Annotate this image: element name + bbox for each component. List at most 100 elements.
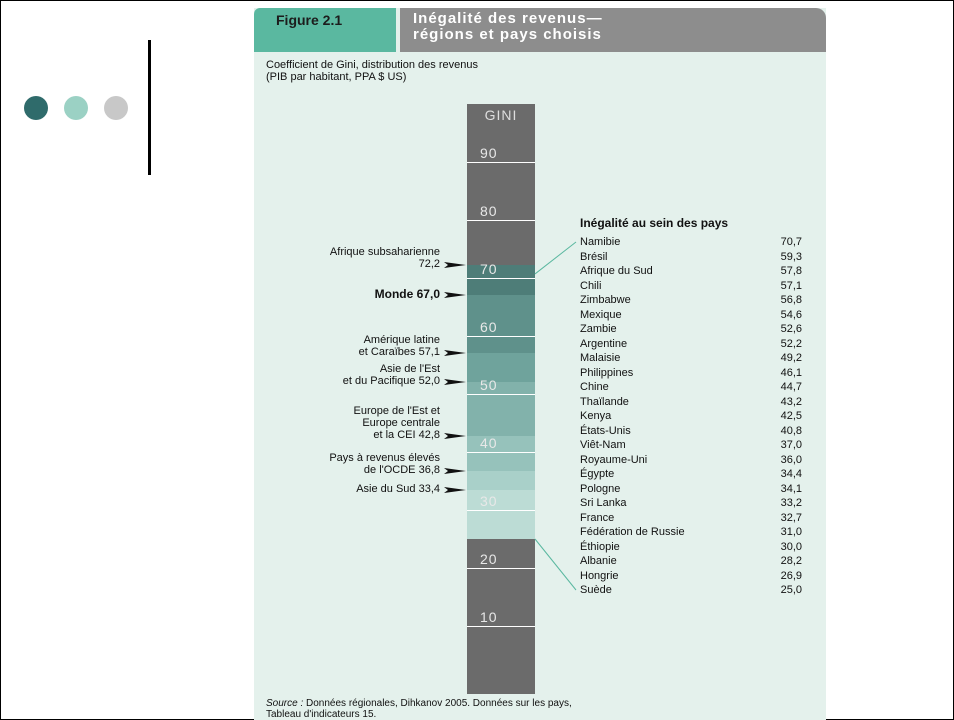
figure-header: Figure 2.1 Inégalité des revenus— région… xyxy=(254,8,826,52)
region-label: Asie du Sud 33,4 xyxy=(356,483,440,495)
country-value: 30,0 xyxy=(780,540,802,553)
country-value: 25,0 xyxy=(780,584,802,596)
region-arrow-icon xyxy=(444,262,466,269)
tick-label: 40 xyxy=(480,435,498,451)
gini-axis-label: GINI xyxy=(484,107,518,123)
subtitle-line1: Coefficient de Gini, distribution des re… xyxy=(266,59,478,71)
source-line2: Tableau d'indicateurs 15. xyxy=(266,709,377,720)
region-label-line: Europe centrale xyxy=(362,416,440,429)
country-name: Kenya xyxy=(580,410,612,422)
country-value: 34,1 xyxy=(780,482,802,495)
country-value: 34,4 xyxy=(780,468,802,480)
region-label-line: et Caraïbes 57,1 xyxy=(358,345,440,358)
country-name: Royaume-Uni xyxy=(580,453,648,466)
tick-label: 90 xyxy=(480,145,498,161)
country-name: Brésil xyxy=(580,250,608,263)
tick-line xyxy=(467,394,535,395)
country-value: 57,8 xyxy=(780,265,802,277)
country-value: 46,1 xyxy=(780,366,802,379)
figure-title-line1: Inégalité des revenus— xyxy=(413,10,603,27)
country-value: 33,2 xyxy=(780,497,802,509)
region-label-line: et du Pacifique 52,0 xyxy=(342,375,440,388)
country-name: Pologne xyxy=(580,482,621,495)
countries-title: Inégalité au sein des pays xyxy=(580,216,729,230)
source-note: Source : Données régionales, Dihkanov 20… xyxy=(266,698,572,720)
country-value: 44,7 xyxy=(780,381,802,393)
tick-line xyxy=(467,162,535,163)
country-name: Hongrie xyxy=(580,569,619,582)
region-band-segment xyxy=(467,352,535,383)
decor-dot-dark xyxy=(24,96,48,120)
country-value: 43,2 xyxy=(780,395,802,408)
region-label-line: Afrique subsaharienne xyxy=(329,246,440,259)
region-label: Monde 67,0 xyxy=(375,288,440,300)
region-label-line: Monde 67,0 xyxy=(374,287,440,302)
country-name: Malaisie xyxy=(580,352,621,364)
region-label: Amérique latine et Caraïbes 57,1 xyxy=(359,334,440,358)
region-arrow-shape xyxy=(444,379,466,386)
country-name: Chine xyxy=(580,381,609,393)
chart-subtitle: Coefficient de Gini, distribution des re… xyxy=(266,59,478,83)
region-arrow-shape xyxy=(444,487,466,494)
connector-top-line xyxy=(534,241,577,275)
tick-label: 60 xyxy=(480,319,498,335)
country-value: 57,1 xyxy=(780,279,802,292)
region-arrow-icon xyxy=(444,292,466,299)
tick-line xyxy=(467,626,535,627)
region-arrow-shape xyxy=(444,349,466,356)
region-label: Europe de l'Est et Europe centrale et la C… xyxy=(354,405,441,441)
figure-panel: Figure 2.1 Inégalité des revenus— région… xyxy=(254,8,826,720)
decor-vertical-line xyxy=(148,40,151,175)
region-band-segment xyxy=(467,295,535,353)
region-label-line: et la CEI 42,8 xyxy=(373,428,440,441)
country-value: 37,0 xyxy=(780,439,802,451)
country-name: Argentine xyxy=(580,337,628,350)
country-name: Sri Lanka xyxy=(580,497,627,509)
country-value: 52,6 xyxy=(780,323,802,335)
figure-title-box: Inégalité des revenus— régions et pays c… xyxy=(400,8,826,52)
tick-line xyxy=(467,336,535,337)
country-value: 32,7 xyxy=(780,511,802,524)
decor-dot-mid xyxy=(64,96,88,120)
tick-line xyxy=(467,220,535,221)
country-name: Philippines xyxy=(580,366,634,379)
region-arrow-icon xyxy=(444,432,466,439)
country-name: Namibie xyxy=(580,236,621,248)
region-label-line: Asie de l'Est xyxy=(379,363,440,376)
region-band-segment xyxy=(467,490,535,539)
country-value: 28,2 xyxy=(780,555,802,567)
country-value: 42,5 xyxy=(780,410,802,422)
country-name: Zimbabwe xyxy=(580,294,631,306)
region-label-line: Asie du Sud 33,4 xyxy=(356,483,440,496)
country-name: Mexique xyxy=(580,308,622,321)
country-value: 70,7 xyxy=(780,236,802,248)
figure-label-box: Figure 2.1 xyxy=(254,8,396,52)
region-arrow-shape xyxy=(444,292,466,299)
tick-label: 50 xyxy=(480,377,498,393)
region-label-line: Pays à revenus élevés xyxy=(329,451,440,464)
region-arrow-icon xyxy=(444,487,466,494)
figure-label: Figure 2.1 xyxy=(276,12,343,28)
region-band-segment xyxy=(467,382,535,436)
country-name: Albanie xyxy=(580,555,617,567)
country-value: 49,2 xyxy=(780,352,802,364)
country-value: 31,0 xyxy=(780,526,802,538)
tick-label: 80 xyxy=(480,203,498,219)
country-name: Suède xyxy=(580,584,612,596)
country-name: Zambie xyxy=(580,323,617,335)
country-value: 40,8 xyxy=(780,424,802,437)
region-arrow-shape xyxy=(444,262,466,269)
range-connectors xyxy=(534,241,577,591)
decor-dot-light xyxy=(104,96,128,120)
tick-label: 20 xyxy=(480,551,498,567)
region-label: Pays à revenus élevés de l'OCDE 36,8 xyxy=(329,452,440,476)
region-band-segment xyxy=(467,470,535,491)
country-name: Viêt-Nam xyxy=(580,439,626,451)
country-value: 56,8 xyxy=(780,294,802,306)
country-value: 52,2 xyxy=(780,337,802,350)
region-label-line: Europe de l'Est et xyxy=(353,404,441,417)
country-name: Égypte xyxy=(580,468,615,480)
tick-line xyxy=(467,568,535,569)
country-value: 36,0 xyxy=(780,453,802,466)
figure-title: Inégalité des revenus— régions et pays c… xyxy=(413,11,603,43)
